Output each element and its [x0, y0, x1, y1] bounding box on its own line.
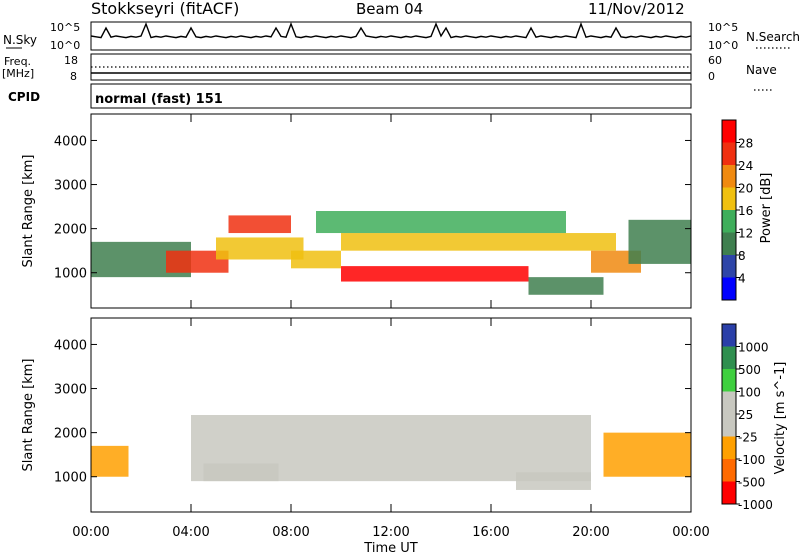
- velocity-ytick-label-1: 2000: [54, 427, 87, 442]
- power-colorbar-label: Power [dB]: [759, 173, 774, 244]
- power-y-label: Slant Range [km]: [21, 155, 36, 268]
- nsearch-label: N.Search: [746, 30, 800, 44]
- power-colorbar-tick-label-6: 28: [738, 137, 753, 151]
- power-region-5: [341, 266, 529, 282]
- velocity-region-2: [203, 463, 279, 482]
- power-colorbar-cell-3: [722, 210, 736, 233]
- nsky-trace: [90, 21, 692, 39]
- power-colorbar: 4 8 12 16 20 24 28: [721, 119, 753, 301]
- velocity-ytick-label-2: 3000: [54, 383, 87, 398]
- time-tick-label-2: 08:00: [272, 525, 309, 540]
- freq-tick-top: 18: [64, 54, 78, 67]
- velocity-colorbar-tick-label-1: 500: [738, 363, 761, 377]
- cpid-label: CPID: [8, 90, 40, 104]
- power-region-7: [316, 211, 566, 234]
- velocity-colorbar-cell-2: [722, 436, 736, 459]
- power-panel: 1000 2000 3000 4000 Slant Range [km] 4 8 12 16…: [21, 113, 774, 309]
- nsearch-tick-bottom: 10^0: [708, 39, 738, 52]
- velocity-colorbar-cell-5: [722, 369, 736, 392]
- velocity-colorbar-label-text: Velocity [m s^-1]: [773, 362, 788, 475]
- velocity-colorbar-cell-7: [722, 324, 736, 347]
- velocity-colorbar-cell-3: [722, 414, 736, 437]
- nsky-label: N.Sky: [3, 33, 37, 47]
- velocity-colorbar-cell-6: [722, 346, 736, 369]
- velocity-ytick-label-3: 4000: [54, 338, 87, 353]
- power-region-4: [291, 250, 341, 269]
- velocity-colorbar-cell-4: [722, 391, 736, 414]
- velocity-colorbar-tick-label-6: -500: [738, 476, 765, 490]
- power-colorbar-cell-0: [722, 277, 736, 300]
- velocity-colorbar-label: Velocity [m s^-1]: [773, 362, 788, 475]
- power-region-10: [628, 219, 691, 264]
- velocity-colorbar-tick-label-4: -25: [738, 431, 758, 445]
- time-axis: 00:00 04:00 08:00 12:00 16:00 20:00 00:00: [72, 525, 709, 540]
- velocity-colorbar: 1000 500 100 25 -25 -100 -500 -1000: [721, 323, 773, 512]
- velocity-region-3: [516, 472, 591, 490]
- power-colorbar-cell-5: [722, 165, 736, 188]
- time-tick-label-4: 16:00: [472, 525, 509, 540]
- velocity-region-1: [91, 445, 129, 477]
- beam-label: Beam 04: [356, 0, 423, 18]
- freq-label: Freq.: [4, 55, 31, 68]
- x-axis-label: Time UT: [363, 541, 417, 554]
- power-y-axis: 1000 2000 3000 4000: [54, 134, 691, 282]
- velocity-colorbar-cell-0: [722, 481, 736, 504]
- velocity-colorbar-tick-label-7: -1000: [738, 498, 773, 512]
- power-region-6: [341, 233, 616, 251]
- time-tick-label-0: 00:00: [72, 525, 109, 540]
- velocity-x-ticks: [90, 318, 692, 512]
- power-ytick-label-2: 3000: [54, 179, 87, 194]
- power-cells: [91, 211, 691, 295]
- velocity-colorbar-tick-label-5: -100: [738, 453, 765, 467]
- power-colorbar-cell-6: [722, 142, 736, 165]
- nave-label: Nave: [746, 63, 777, 77]
- power-colorbar-tick-label-3: 16: [738, 204, 753, 218]
- nave-tick-bottom: 0: [708, 70, 715, 83]
- power-region-1: [166, 250, 229, 273]
- nave-tick-top: 60: [708, 54, 722, 67]
- velocity-y-label: Slant Range [km]: [21, 359, 36, 472]
- power-colorbar-tick-label-4: 20: [738, 182, 753, 196]
- power-colorbar-cell-7: [722, 120, 736, 143]
- freq-tick-bottom: 8: [70, 70, 77, 83]
- power-colorbar-tick-label-2: 12: [738, 227, 753, 241]
- nsearch-tick-top: 10^5: [708, 21, 738, 34]
- power-region-3: [216, 237, 304, 260]
- power-x-ticks: [90, 114, 692, 308]
- velocity-colorbar-tick-label-0: 1000: [738, 341, 769, 355]
- velocity-cells: [91, 415, 691, 490]
- power-ytick-label-1: 2000: [54, 223, 87, 238]
- freq-unit: [MHz]: [2, 67, 34, 80]
- nsky-panel: N.Sky 10^5 10^0 10^5 10^0 N.Search: [3, 21, 800, 52]
- velocity-y-axis: 1000 2000 3000 4000: [54, 338, 691, 486]
- velocity-region-4: [603, 432, 691, 477]
- power-colorbar-cell-4: [722, 187, 736, 210]
- time-tick-label-3: 12:00: [372, 525, 409, 540]
- power-colorbar-tick-label-0: 4: [738, 272, 746, 286]
- time-tick-label-5: 20:00: [572, 525, 609, 540]
- nsky-tick-top: 10^5: [50, 21, 80, 34]
- velocity-panel: 1000 2000 3000 4000 Slant Range [km] 1000 50…: [21, 317, 788, 513]
- station-title: Stokkseyri (fitACF): [91, 0, 239, 18]
- power-colorbar-cell-2: [722, 232, 736, 255]
- power-region-2: [228, 215, 291, 234]
- date-label: 11/Nov/2012: [588, 0, 685, 18]
- freq-panel: Freq. [MHz] 18 8 60 0 Nave: [2, 53, 777, 91]
- power-colorbar-tick-label-5: 24: [738, 159, 753, 173]
- velocity-colorbar-tick-label-2: 100: [738, 386, 761, 400]
- velocity-colorbar-cell-1: [722, 459, 736, 482]
- power-ytick-label-3: 4000: [54, 134, 87, 149]
- velocity-ytick-label-0: 1000: [54, 471, 87, 486]
- cpid-text: normal (fast) 151: [95, 92, 223, 107]
- velocity-colorbar-tick-label-3: 25: [738, 408, 753, 422]
- power-colorbar-tick-label-1: 8: [738, 249, 746, 263]
- cpid-panel: CPID normal (fast) 151: [8, 83, 692, 109]
- power-region-8: [528, 277, 604, 295]
- power-ytick-label-0: 1000: [54, 267, 87, 282]
- time-tick-label-6: 00:00: [672, 525, 709, 540]
- power-colorbar-cell-1: [722, 255, 736, 278]
- time-tick-label-1: 04:00: [172, 525, 209, 540]
- nsky-tick-bottom: 10^0: [50, 39, 80, 52]
